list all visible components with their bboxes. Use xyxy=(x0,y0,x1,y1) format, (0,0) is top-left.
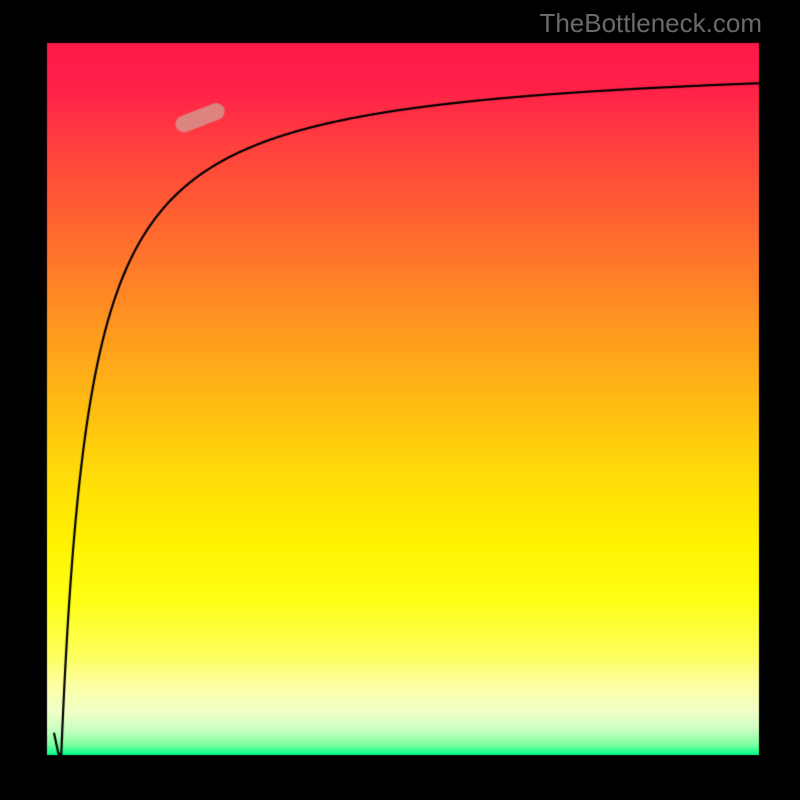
gradient-curve-canvas xyxy=(0,0,800,800)
watermark-label: TheBottleneck.com xyxy=(539,8,762,39)
chart-stage: TheBottleneck.com xyxy=(0,0,800,800)
